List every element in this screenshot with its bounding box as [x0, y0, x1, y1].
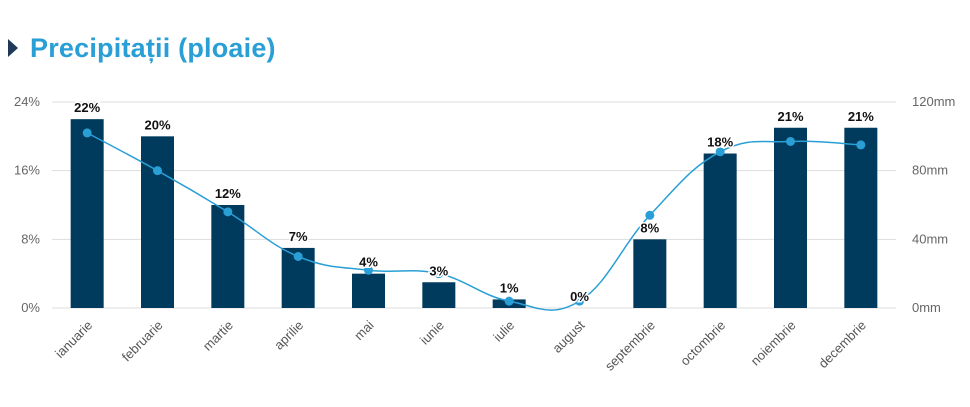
bar-data-label: 12% [215, 186, 241, 201]
y-left-tick-label: 24% [14, 94, 40, 109]
x-tick-label: aprilie [271, 318, 306, 353]
y-right-tick-label: 120mm [912, 94, 955, 109]
y-right-tick-label: 40mm [912, 231, 948, 246]
x-tick-label: februarie [119, 318, 166, 365]
bar-data-label: 3% [429, 263, 448, 278]
bar-data-label: 8% [640, 220, 659, 235]
x-tick-label: iunie [417, 318, 447, 348]
x-tick-label: martie [200, 318, 236, 354]
x-tick-label: ianuarie [52, 318, 95, 361]
y-left-tick-label: 8% [21, 231, 40, 246]
y-left-tick-label: 0% [21, 300, 40, 315]
x-tick-label: iulie [490, 318, 517, 345]
bar-data-label: 7% [289, 229, 308, 244]
bar-data-label: 18% [707, 135, 733, 150]
x-tick-label: mai [351, 317, 376, 342]
line-point [645, 210, 655, 220]
line-point [786, 136, 795, 146]
x-tick-label: septembrie [602, 318, 658, 374]
line-point [82, 128, 92, 138]
bar-data-label: 1% [500, 280, 519, 295]
chart-header: Precipitații (ploaie) [8, 28, 276, 68]
x-tick-label: noiembrie [748, 318, 799, 369]
y-right-tick-label: 0mm [912, 300, 941, 315]
line-point [364, 265, 373, 275]
y-right-tick-label: 80mm [912, 163, 948, 178]
x-tick-label: august [549, 317, 587, 355]
x-tick-label: octombrie [677, 318, 728, 369]
bar [211, 205, 245, 308]
line-point [715, 147, 725, 157]
bar-data-label: 0% [570, 289, 589, 304]
line-point [575, 296, 584, 306]
line-point [293, 252, 303, 261]
y-left-tick-label: 16% [14, 163, 40, 178]
line-point [153, 166, 162, 176]
line-point [434, 269, 444, 279]
bar-data-label: 21% [848, 109, 874, 124]
bar [633, 239, 667, 308]
bar [352, 273, 385, 308]
bar-data-label: 20% [144, 117, 170, 132]
bar-data-label: 21% [777, 109, 803, 124]
caret-right-icon [8, 39, 18, 57]
bar-data-label: 4% [359, 255, 378, 270]
bar [844, 127, 878, 308]
bar-data-label: 22% [74, 100, 100, 115]
line-point [223, 207, 233, 217]
bar [703, 153, 737, 308]
line-point [856, 140, 866, 150]
bar [774, 127, 807, 308]
x-tick-label: decembrie [815, 318, 869, 372]
precipitation-line [86, 132, 861, 311]
bar [70, 119, 104, 309]
bar [422, 282, 456, 308]
bar [141, 136, 174, 308]
line-point [504, 296, 514, 306]
chart-title: Precipitații (ploaie) [30, 32, 276, 63]
